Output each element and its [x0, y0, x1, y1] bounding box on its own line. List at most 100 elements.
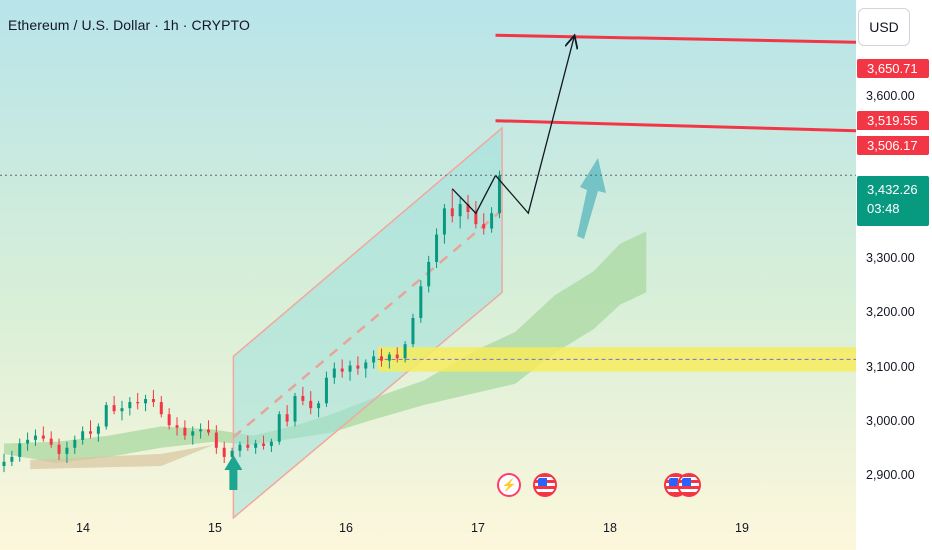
- candle-body: [372, 356, 376, 363]
- candle-body: [293, 395, 297, 422]
- candle-body: [262, 443, 266, 446]
- candle-body: [254, 443, 258, 448]
- candle-body: [214, 432, 218, 448]
- projected-up-arrow-icon: [577, 158, 606, 239]
- support-zone[interactable]: [377, 347, 856, 372]
- candle-body: [159, 402, 163, 415]
- candle-body: [301, 395, 305, 401]
- candle-body: [73, 439, 77, 448]
- candle-body: [450, 208, 454, 217]
- arrows: [224, 158, 606, 490]
- candles: [2, 170, 501, 473]
- x-tick: 16: [339, 521, 353, 535]
- candle-body: [332, 368, 336, 378]
- candle-body: [151, 399, 155, 403]
- candle-body: [403, 344, 407, 359]
- candle-body: [387, 354, 391, 361]
- flash-event-icon[interactable]: ⚡: [497, 473, 521, 497]
- candle-body: [128, 402, 132, 409]
- candle-body: [309, 400, 313, 409]
- y-tick: 3,300.00: [866, 251, 915, 265]
- candle-body: [490, 213, 494, 229]
- candle-body: [199, 429, 203, 432]
- projection-path[interactable]: [451, 37, 575, 215]
- y-tick: 3,100.00: [866, 360, 915, 374]
- candle-body: [497, 175, 501, 214]
- candle-body: [65, 447, 69, 454]
- candle-body: [246, 444, 250, 448]
- candle-body: [183, 427, 187, 436]
- candle-body: [33, 435, 37, 440]
- x-tick: 18: [603, 521, 617, 535]
- candle-body: [167, 414, 171, 426]
- candle-body: [10, 456, 14, 462]
- x-tick: 19: [735, 521, 749, 535]
- candle-body: [411, 318, 415, 345]
- us-flag-event-icon[interactable]: [533, 473, 557, 497]
- candle-body: [442, 208, 446, 235]
- candle-countdown: 03:48: [867, 201, 900, 216]
- candle-body: [482, 224, 486, 229]
- currency-button[interactable]: USD: [858, 8, 910, 46]
- candle-body: [41, 435, 45, 439]
- candle-body: [104, 405, 108, 427]
- candle-body: [26, 439, 30, 444]
- candle-body: [427, 261, 431, 287]
- candle-body: [57, 444, 61, 454]
- price-label-3519: 3,519.55: [857, 111, 929, 130]
- candle-body: [474, 212, 478, 225]
- candle-body: [96, 426, 100, 434]
- y-tick: 3,000.00: [866, 414, 915, 428]
- candle-body: [222, 447, 226, 457]
- candle-body: [18, 443, 22, 457]
- chart-title: Ethereum / U.S. Dollar · 1h · CRYPTO: [8, 17, 250, 33]
- candle-body: [49, 438, 53, 445]
- candle-body: [112, 405, 116, 412]
- candle-body: [466, 204, 470, 212]
- price-axis-background: [856, 0, 932, 550]
- projection-lead: [451, 175, 497, 215]
- candle-body: [191, 431, 195, 436]
- price-label-3506: 3,506.17: [857, 136, 929, 155]
- channel-midline: [232, 209, 503, 439]
- candle-body: [317, 403, 321, 409]
- candle-body: [458, 204, 462, 217]
- candle-body: [285, 414, 289, 422]
- candle-body: [269, 441, 273, 446]
- last-price-label: 3,432.26 03:48: [857, 176, 929, 226]
- candle-body: [348, 365, 352, 372]
- candle-body: [395, 354, 399, 359]
- y-tick: 3,600.00: [866, 89, 915, 103]
- candle-body: [238, 444, 242, 451]
- candle-body: [435, 234, 439, 262]
- x-tick: 14: [76, 521, 90, 535]
- last-price-value: 3,432.26: [867, 182, 918, 197]
- candle-body: [206, 429, 210, 433]
- candle-body: [81, 431, 85, 440]
- price-label-3650: 3,650.71: [857, 59, 929, 78]
- x-tick: 15: [208, 521, 222, 535]
- y-tick: 3,200.00: [866, 305, 915, 319]
- candle-body: [380, 356, 384, 361]
- candle-body: [419, 286, 423, 318]
- candle-body: [136, 402, 140, 404]
- y-tick: 2,900.00: [866, 468, 915, 482]
- candle-body: [277, 414, 281, 442]
- candle-body: [120, 408, 124, 412]
- up-arrow-icon: [224, 455, 243, 490]
- candle-body: [324, 377, 328, 404]
- resistance-lines[interactable]: [495, 33, 857, 133]
- candle-body: [356, 365, 360, 369]
- candle-body: [340, 368, 344, 372]
- candle-body: [2, 461, 6, 467]
- candle-body: [144, 399, 148, 404]
- resistance-line-3512: [495, 119, 857, 133]
- us-flag-event-icon[interactable]: [677, 473, 701, 497]
- candle-body: [175, 425, 179, 428]
- candle-body: [230, 450, 234, 457]
- projection-arrow: [495, 37, 575, 215]
- resistance-line-3650: [495, 33, 857, 44]
- cloud-bearish-area: [30, 444, 214, 470]
- candle-body: [89, 431, 93, 434]
